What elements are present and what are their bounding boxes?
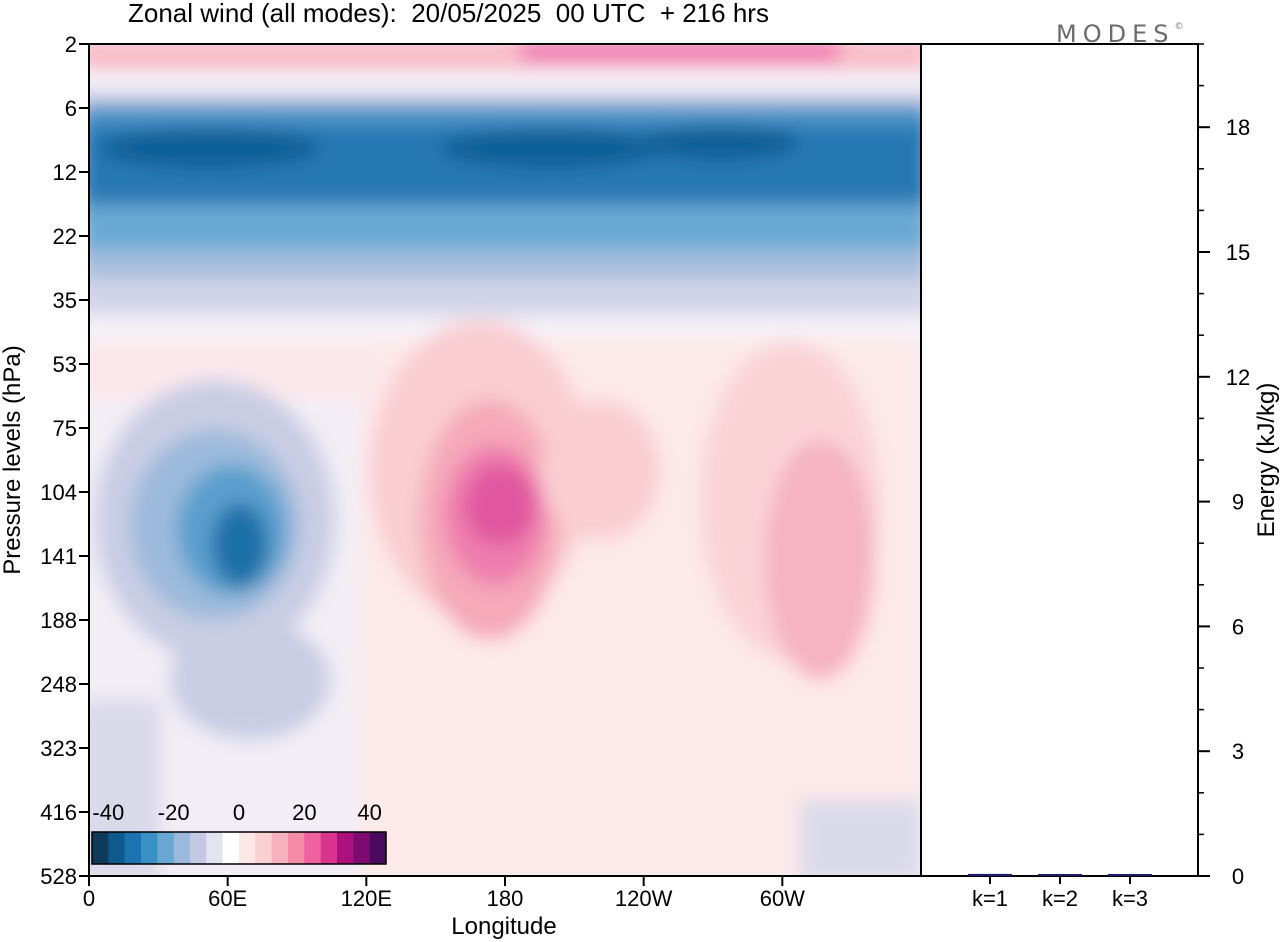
y-tick-label: 188 [40,608,77,633]
energy-bar [968,873,1012,876]
band-top-westerly-core [520,44,840,62]
colorbar-swatch [141,832,158,864]
x-tick-label: 120E [341,886,392,911]
colorbar-tick-label: 0 [233,800,245,825]
energy-bar [1038,874,1082,876]
westerly-secondary-180 [540,400,660,540]
colorbar-swatch [353,832,371,864]
y-tick-label: 22 [53,224,77,249]
easterly-core-central [440,128,660,168]
lower-easterly-east [800,800,920,876]
energy-bar-panel [920,43,1199,877]
easterly-jet-core [212,503,268,587]
colorbar-swatch [92,832,109,864]
band-very-weak-easterly [89,278,921,318]
colorbar-swatch [206,832,224,864]
copyright-mark: © [1174,22,1184,32]
x-tick-label: 0 [83,886,95,911]
colorbar-swatch [304,832,322,864]
y-tick-label: 104 [40,480,77,505]
y-tick-label: 6 [65,96,77,121]
colorbar-swatch [157,832,175,864]
colorbar-tick-label: 40 [357,800,381,825]
wind-field [89,44,921,876]
energy-tick-label: 3 [1232,739,1244,764]
x-tick-label: 60E [208,886,247,911]
energy-axis-title: Energy (kJ/kg) [1253,383,1280,538]
colorbar-swatch [190,832,207,864]
band-transition-easterly [89,92,921,106]
energy-tick-label: 12 [1226,365,1250,390]
y-tick-label: 323 [40,736,77,761]
lower-easterly-60e [170,620,330,740]
y-tick-label: 248 [40,672,77,697]
colorbar-swatch [124,832,142,864]
energy-x-label: k=2 [1042,886,1078,911]
colorbar-swatch [320,832,338,864]
energy-tick-label: 6 [1232,614,1244,639]
y-tick-label: 53 [53,352,77,377]
band-transition-upper [89,72,921,94]
y-tick-label: 416 [40,800,77,825]
heatmap-plot [88,43,922,877]
energy-frame [920,43,1199,877]
x-tick-label: 120W [615,886,673,911]
energy-tick-label: 15 [1226,240,1250,265]
easterly-core-east [640,124,800,160]
energy-x-label: k=3 [1112,886,1148,911]
y-axis-title: Pressure levels (hPa) [0,345,26,574]
colorbar-frame [91,831,387,865]
wind-field-smoothed [89,44,921,876]
colorbar-tick-label: -20 [158,800,190,825]
colorbar-swatch [337,832,354,864]
y-tick-label: 2 [65,32,77,57]
westerly-jet-core [465,465,535,545]
colorbar-swatch [288,832,305,864]
y-tick-label: 75 [53,416,77,441]
chart-title: Zonal wind (all modes): 20/05/2025 00 UT… [128,0,769,28]
y-tick-label: 12 [53,160,77,185]
x-tick-label: 60W [760,886,805,911]
colorbar-swatch [369,832,387,864]
energy-bar [1108,874,1152,876]
x-tick-label: 180 [487,886,524,911]
energy-x-label: k=1 [972,886,1008,911]
x-axis-title: Longitude [451,913,556,940]
band-easterly-lower [89,205,921,255]
energy-tick-label: 18 [1226,115,1250,140]
colorbar-tick-label: 20 [292,800,316,825]
colorbar-swatch [108,832,126,864]
colorbar-swatch [222,832,240,864]
westerly-60w-inner [765,440,875,680]
y-tick-label: 528 [40,864,77,889]
y-tick-label: 35 [53,288,77,313]
colorbar-tick-label: -40 [92,800,124,825]
y-tick-label: 141 [40,544,77,569]
energy-tick-label: 0 [1232,864,1244,889]
energy-tick-label: 9 [1232,490,1244,515]
energy-bars [968,873,1152,876]
colorbar-swatch [239,832,256,864]
colorbar: -40 -20 0 20 40 [91,800,387,865]
colorbar-swatch [173,832,191,864]
colorbar-swatch [255,832,273,864]
easterly-core-west [100,128,320,168]
colorbar-swatch [271,832,289,864]
band-weak-easterly [89,250,921,280]
